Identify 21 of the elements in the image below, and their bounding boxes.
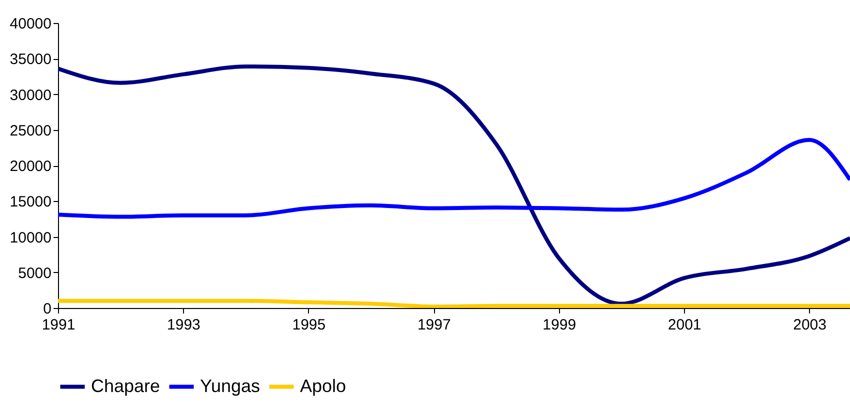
x-tick-label: 1993: [167, 316, 200, 334]
y-tick-label: 10000: [10, 229, 52, 246]
x-tick-label: 2001: [668, 316, 702, 334]
legend-label: Chapare: [91, 376, 160, 396]
y-tick-label: 5000: [18, 264, 52, 282]
x-tick-label: 1991: [42, 316, 76, 334]
line-series: [58, 64, 850, 306]
x-tick-label: 1999: [542, 316, 576, 334]
x-tick-label: 1997: [417, 316, 451, 334]
y-tick-label: 15000: [10, 194, 52, 211]
y-tick-label: 25000: [10, 122, 52, 140]
legend-label: Yungas: [200, 376, 260, 396]
legend-label: Apolo: [300, 376, 346, 396]
x-tick-label: 2003: [793, 316, 826, 334]
y-tick-label: 0: [43, 300, 52, 318]
x-tick-label: 1995: [292, 316, 326, 334]
y-tick-label: 40000: [10, 16, 52, 32]
y-tick-label: 30000: [10, 86, 52, 104]
y-tick-label: 20000: [10, 158, 52, 175]
y-tick-label: 35000: [10, 51, 52, 68]
line-series: [58, 138, 850, 219]
